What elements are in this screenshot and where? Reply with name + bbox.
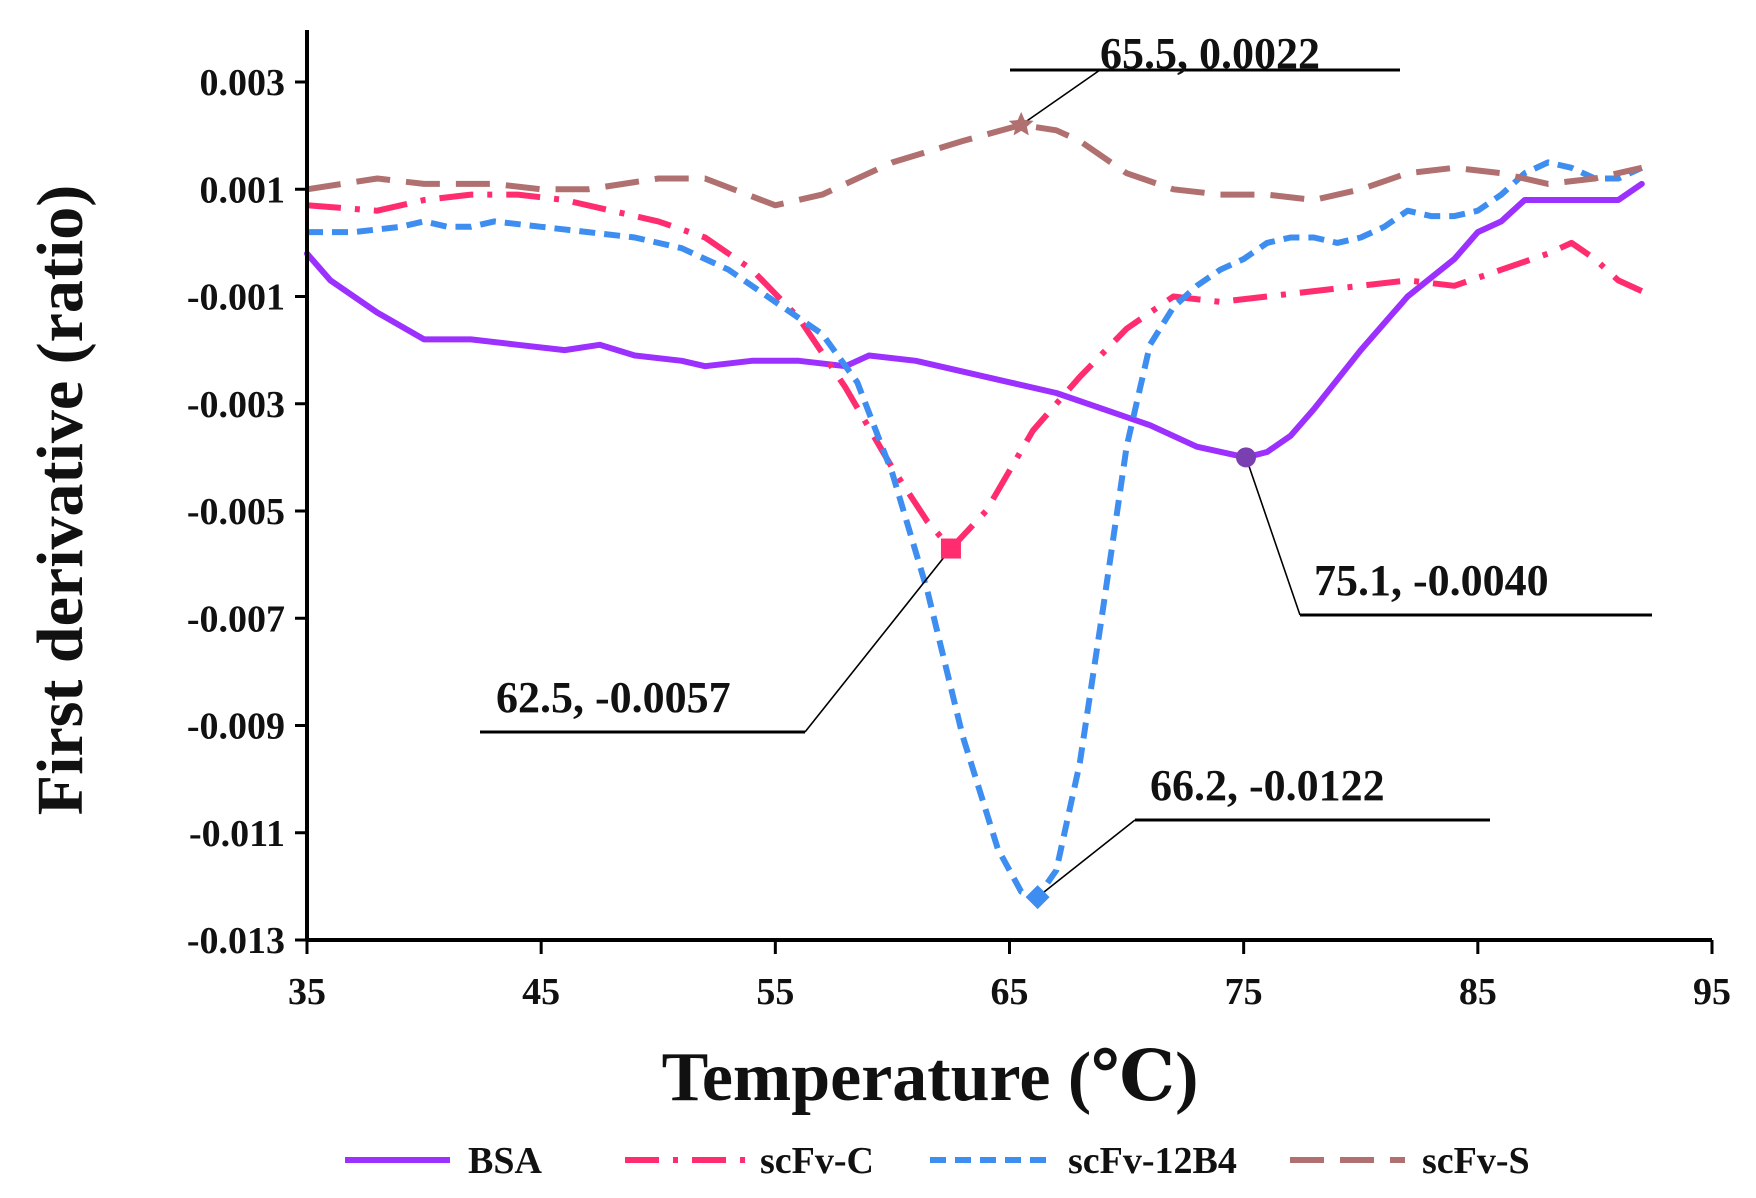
series-line-scfv-12b4 <box>307 159 1644 901</box>
series-line-scfv-s <box>306 121 1643 209</box>
x-axis-title: Temperature (℃) <box>662 1039 1199 1116</box>
annotation-label: 66.2, -0.0122 <box>1150 761 1385 810</box>
annotation-marker-square <box>940 538 961 559</box>
y-tick-label: 0.001 <box>200 169 286 211</box>
x-tick-label: 35 <box>288 971 326 1013</box>
legend-label-scfv-12b4: scFv-12B4 <box>1068 1140 1237 1182</box>
annotation-marker-diamond <box>1025 885 1050 910</box>
y-tick-label: 0.003 <box>200 62 286 104</box>
legend-label-scfv-s: scFv-S <box>1422 1140 1530 1182</box>
x-tick-label: 75 <box>1225 971 1263 1013</box>
annotation-leader-line <box>1020 69 1101 126</box>
y-axis-title: First derivative (ratio) <box>24 185 97 815</box>
x-tick-label: 85 <box>1459 971 1497 1013</box>
x-tick-label: 95 <box>1693 971 1731 1013</box>
y-tick-label: -0.011 <box>189 813 285 855</box>
legend-label-scfv-c: scFv-C <box>760 1140 874 1182</box>
y-tick-label: -0.013 <box>187 920 285 962</box>
y-tick-label: -0.001 <box>187 277 285 319</box>
annotation-leader-line <box>804 548 952 733</box>
x-tick-label: 45 <box>522 971 560 1013</box>
y-tick-label: -0.007 <box>187 598 285 640</box>
annotation-marker-circle <box>1236 447 1257 468</box>
series-line-bsa <box>304 180 1645 461</box>
annotation-leader-line <box>1037 819 1136 898</box>
x-tick-label: 55 <box>756 971 794 1013</box>
series-line-scfv-c <box>306 191 1644 552</box>
annotation-label: 75.1, -0.0040 <box>1314 556 1549 605</box>
annotation-label: 62.5, -0.0057 <box>496 673 731 722</box>
y-tick-label: -0.005 <box>187 491 285 533</box>
annotation-leader-line <box>1245 457 1301 616</box>
y-tick-label: -0.009 <box>187 706 285 748</box>
legend-label-bsa: BSA <box>468 1140 542 1182</box>
x-tick-label: 65 <box>991 971 1029 1013</box>
annotation-label: 65.5, 0.0022 <box>1100 29 1320 78</box>
annotation-marker-star <box>1008 111 1034 136</box>
y-tick-label: -0.003 <box>187 384 285 426</box>
